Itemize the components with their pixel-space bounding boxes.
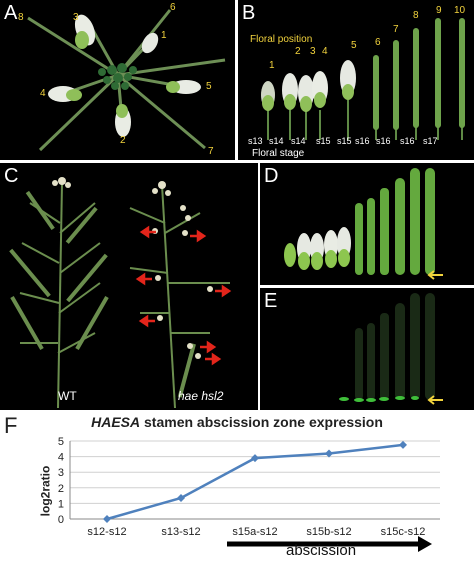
y-tick-label: 1: [58, 498, 64, 510]
position-label: 1: [161, 30, 167, 41]
data-point: [325, 449, 333, 458]
position-label: 1: [269, 60, 275, 71]
position-label: 5: [206, 81, 212, 92]
y-tick-label: 3: [58, 467, 64, 479]
y-tick-label: 5: [58, 436, 64, 448]
x-tick-label: s15a-s12: [232, 526, 277, 538]
position-label: 3: [73, 12, 79, 23]
y-tick-label: 4: [58, 452, 64, 464]
panel-e: E: [260, 288, 474, 410]
position-label: 4: [40, 88, 46, 99]
y-tick-label: 0: [58, 514, 64, 526]
panel-c-photo: [9, 177, 232, 409]
stage-label: s15: [316, 136, 331, 146]
position-label: 9: [436, 5, 442, 16]
panel-b: B Floral position Floral stage 1 2 3 4 5…: [238, 0, 474, 160]
position-label: 8: [18, 12, 24, 23]
y-tick-label: 2: [58, 483, 64, 495]
chart-title-gene: HAESA: [91, 414, 141, 430]
position-label: 5: [351, 40, 357, 51]
abscission-label: abscission: [286, 542, 357, 559]
position-label: 6: [375, 37, 381, 48]
panel-d-label: D: [264, 165, 279, 187]
stage-label: s15: [337, 136, 352, 146]
data-point: [399, 440, 407, 449]
stage-label: s14: [269, 136, 284, 146]
position-label: 8: [413, 10, 419, 21]
position-label: 7: [208, 146, 214, 157]
panel-d: D: [260, 163, 474, 285]
x-tick-label: s13-s12: [161, 526, 200, 538]
stage-label: s16: [400, 136, 415, 146]
chart-title: HAESA stamen abscission zone expression: [0, 414, 474, 430]
panel-c: C WT hae hsl2: [0, 163, 258, 410]
panel-e-label: E: [264, 290, 278, 312]
panel-a-photo: [27, 9, 226, 152]
x-tick-label: s12-s12: [87, 526, 126, 538]
stage-label: s14: [291, 136, 306, 146]
panel-e-photo: [339, 293, 443, 405]
panel-a-label: A: [4, 2, 18, 24]
position-label: 7: [393, 24, 399, 35]
floral-position-label: Floral position: [250, 34, 313, 45]
floral-stage-label: Floral stage: [252, 148, 305, 159]
panel-f: F HAESA stamen abscission zone expressio…: [0, 412, 474, 562]
x-tick-label: s15c-s12: [381, 526, 426, 538]
position-label: 6: [170, 2, 176, 13]
chart-title-rest: stamen abscission zone expression: [140, 414, 383, 430]
stage-label: s16: [355, 136, 370, 146]
line-chart: 0 1 2 3 4 5 s12-s12 s13-s12 s15a-s12 s15b-s12 s15c…: [58, 436, 440, 552]
mutant-caption: hae hsl2: [178, 389, 224, 403]
panel-a: A 8 3 6 1 4 5 2 7: [0, 0, 235, 160]
data-point: [251, 454, 259, 463]
wt-caption: WT: [58, 389, 77, 403]
position-label: 2: [120, 135, 126, 146]
panel-b-photo: [261, 18, 465, 140]
abscission-arrow-head: [418, 536, 432, 552]
position-label: 10: [454, 5, 466, 16]
panel-f-label: F: [4, 413, 18, 438]
position-label: 2: [295, 46, 301, 57]
stage-label: s16: [376, 136, 391, 146]
position-label: 3: [310, 46, 316, 57]
stage-label: s13: [248, 136, 263, 146]
panel-b-label: B: [242, 2, 256, 24]
x-tick-label: s15b-s12: [306, 526, 351, 538]
data-point: [177, 493, 185, 502]
position-label: 4: [322, 46, 328, 57]
panel-d-photo: [284, 168, 443, 280]
stage-label: s17: [423, 136, 438, 146]
panel-c-label: C: [4, 165, 19, 187]
data-point: [103, 515, 111, 523]
